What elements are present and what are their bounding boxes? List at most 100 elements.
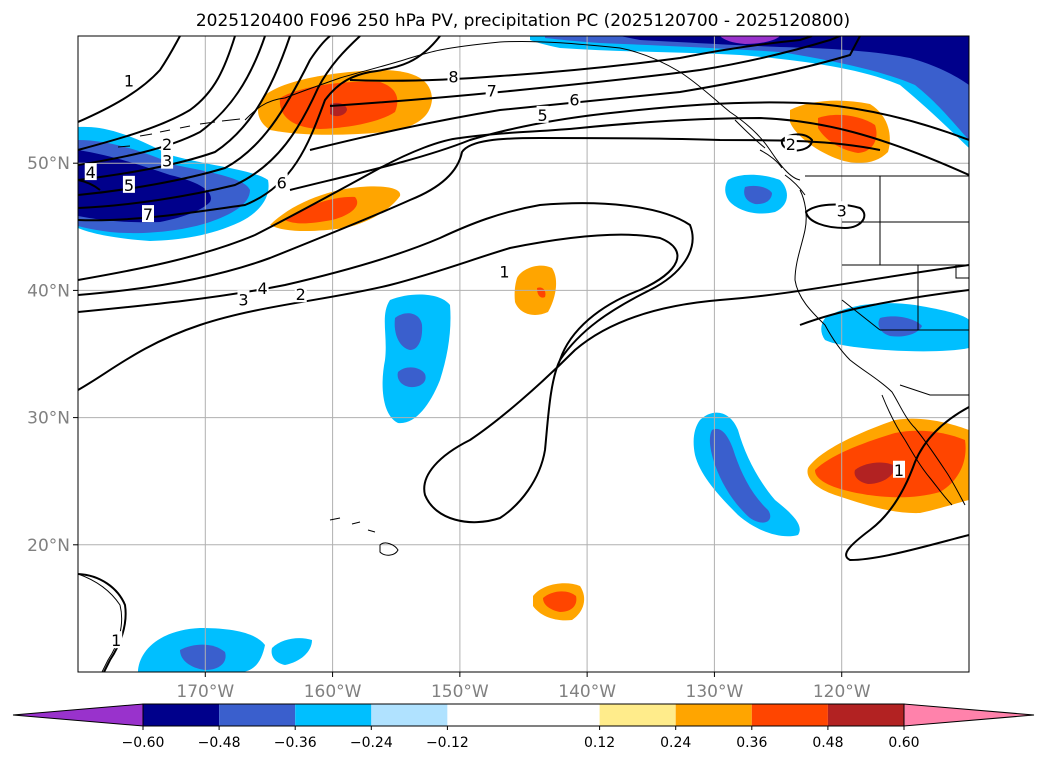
pv-contour-5-north: [78, 36, 331, 196]
x-tick-label: 160°W: [304, 682, 362, 702]
pv-contour-label: 6: [275, 173, 288, 192]
contour-label-text: 1: [894, 461, 904, 480]
pv-contour-1-south: [78, 233, 969, 524]
x-tick-label: 120°W: [813, 682, 871, 702]
x-tick-label: 140°W: [558, 682, 616, 702]
aleutian-chain: [117, 118, 241, 148]
colorbar-tick-label: 0.12: [584, 735, 615, 751]
contour-label-halo: [784, 135, 797, 153]
pv-contour-2-bc-loop: [780, 133, 814, 152]
pv-contour-7-ridge: [329, 36, 841, 107]
graticule: [78, 36, 969, 672]
contour-label-text: 2: [786, 135, 796, 154]
contour-label-halo: [122, 71, 135, 89]
pv-contour-6-ridge: [309, 36, 861, 151]
contour-label-halo: [892, 460, 905, 478]
contour-label-halo: [568, 90, 581, 108]
pv-contour-2-north: [78, 36, 236, 151]
colorbar: −0.60 −0.48 −0.36 −0.24 −0.12 0.12 0.24 0.36 0.4…: [12, 703, 1035, 751]
fill-neg-gulf-alaska-mid: [545, 36, 969, 140]
us-canada-border: [805, 148, 969, 177]
contour-label-halo: [161, 151, 174, 169]
chart-title: 2025120400 F096 250 hPa PV, precipitatio…: [196, 11, 850, 31]
pv-contour-8-ridge: [349, 36, 813, 82]
contour-label-halo: [498, 262, 511, 280]
x-tick-label: 170°W: [176, 682, 234, 702]
contour-label-text: 5: [124, 176, 134, 195]
colorbar-segment: [447, 704, 600, 726]
pv-contour-1-west-edge: [78, 179, 101, 191]
pv-contour-label: 3: [835, 201, 848, 220]
pv-contour-label: 4: [256, 278, 269, 298]
contour-label-halo: [256, 278, 269, 296]
colorbar-tick-label: −0.24: [350, 735, 393, 751]
fill-neg-small-blob: [271, 638, 312, 665]
colorbar-segment: [371, 704, 448, 726]
contour-label-text: 4: [86, 163, 96, 182]
pv-contour-3-small-loop: [804, 203, 866, 230]
colorbar-extend-high: [903, 703, 1035, 727]
colorbar-segment: [143, 704, 220, 726]
contour-label-text: 7: [143, 205, 153, 224]
fill-pos-mexico-core: [854, 462, 895, 484]
pv-contour-5-ridge: [289, 101, 969, 191]
contour-label-text: 3: [837, 201, 847, 220]
pv-contour-1-east: [799, 289, 969, 326]
x-tick-label: 150°W: [431, 682, 489, 702]
contour-label-halo: [84, 163, 97, 181]
fill-pos-midlat-mid: [285, 196, 358, 224]
colorbar-tick-label: 0.48: [812, 735, 843, 751]
contour-label-halo: [237, 290, 250, 308]
pv-contour-label: 3: [161, 151, 174, 171]
pv-contour-label: 7: [485, 81, 498, 101]
contour-label-text: 5: [537, 106, 547, 125]
fill-neg-california-mid: [878, 316, 922, 337]
pv-contour-1-southwest: [78, 573, 127, 672]
colorbar-tick-label: 0.36: [736, 735, 767, 751]
pv-contour-4-north: [78, 36, 291, 181]
colorbar-segment: [219, 704, 296, 726]
pv-contour-label: 1: [110, 631, 123, 650]
x-tick-label: 130°W: [686, 682, 744, 702]
fill-neg-central-pac-mid-a: [394, 313, 423, 350]
colorbar-segment: [599, 704, 676, 726]
colorbar-tick-label: −0.12: [426, 735, 469, 751]
contour-label-text: 7: [487, 82, 497, 101]
contour-label-text: 4: [257, 279, 267, 298]
contour-label-text: 3: [238, 290, 248, 309]
contour-label-text: 1: [111, 631, 121, 650]
pv-contour-label: 1: [122, 71, 135, 91]
colorbar-segment: [675, 704, 752, 726]
pv-contours: [78, 36, 969, 672]
contour-label-halo: [835, 201, 848, 219]
colorbar-tick-label: 0.60: [888, 735, 919, 751]
map-frame: [77, 35, 970, 673]
fill-pos-south-mid: [543, 591, 577, 612]
fill-pos-bc-mid: [818, 114, 877, 153]
colorbar-tick-label: 0.24: [660, 735, 691, 751]
pv-contour-1-mexico: [845, 406, 969, 562]
fill-neg-subtropical-mid: [709, 428, 771, 523]
y-tick-label: 30°N: [27, 409, 70, 429]
pv-contour-label: 6: [568, 90, 581, 110]
bc-islands: [734, 119, 806, 196]
contour-label-halo: [447, 67, 460, 85]
west-coast-na: [794, 189, 966, 506]
pv-contour-label: 2: [784, 135, 797, 154]
contour-label-text: 6: [277, 173, 287, 192]
contour-label-halo: [536, 105, 549, 123]
pv-contour-label: 8: [447, 67, 460, 87]
pv-contour-3-north: [78, 36, 266, 166]
contour-label-halo: [122, 175, 135, 193]
pv-contour-label: 5: [122, 175, 135, 195]
colorbar-tick-label: −0.36: [274, 735, 317, 751]
colorbar-tick-label: −0.60: [122, 735, 165, 751]
fill-neg-dateline-south-mid: [180, 644, 226, 670]
pv-contour-label: 2: [161, 135, 174, 154]
pv-contour-label: 1: [892, 460, 905, 480]
hawaii-islands: [329, 517, 399, 556]
pv-contour-4-south: [78, 116, 969, 281]
